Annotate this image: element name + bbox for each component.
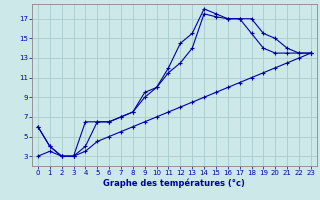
X-axis label: Graphe des températures (°c): Graphe des températures (°c) bbox=[103, 179, 245, 188]
